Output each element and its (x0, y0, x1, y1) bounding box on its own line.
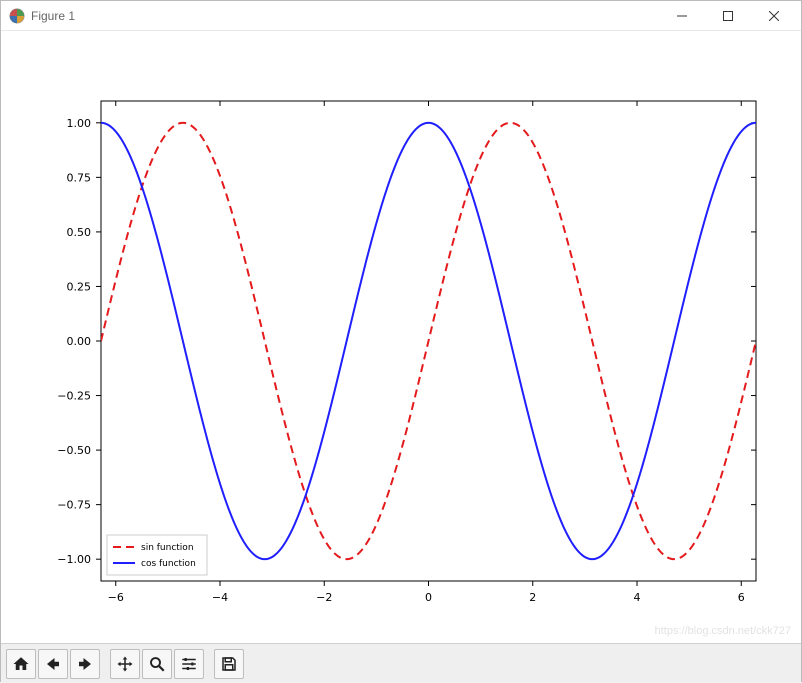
zoom-button[interactable] (142, 649, 172, 679)
y-tick-label: 1.00 (67, 117, 92, 130)
x-tick-label: −6 (108, 591, 124, 604)
y-tick-label: 0.75 (67, 171, 92, 184)
minimize-button[interactable] (659, 1, 705, 31)
x-tick-label: 2 (529, 591, 536, 604)
y-tick-label: 0.00 (67, 335, 92, 348)
x-tick-label: 6 (738, 591, 745, 604)
window-titlebar: Figure 1 (1, 1, 801, 31)
move-icon (116, 655, 134, 673)
window-title: Figure 1 (31, 9, 75, 23)
arrow-left-icon (44, 655, 62, 673)
arrow-right-icon (76, 655, 94, 673)
y-tick-label: 0.50 (67, 226, 92, 239)
x-tick-label: −4 (212, 591, 228, 604)
pan-button[interactable] (110, 649, 140, 679)
x-tick-label: 0 (425, 591, 432, 604)
legend-frame (107, 535, 207, 575)
x-tick-label: 4 (633, 591, 640, 604)
sliders-icon (180, 655, 198, 673)
legend-label: sin function (141, 543, 194, 553)
configure-button[interactable] (174, 649, 204, 679)
y-tick-label: −0.25 (57, 390, 91, 403)
y-tick-label: 0.25 (67, 280, 92, 293)
back-button[interactable] (38, 649, 68, 679)
figure-canvas: −6 −4 −2 0 2 4 6 −1.00 −0.75 −0.50 −0.25 0.00 0.25 0.… (1, 31, 801, 643)
chart: −6 −4 −2 0 2 4 6 −1.00 −0.75 −0.50 −0.25 0.00 0.25 0.… (1, 31, 801, 643)
matplotlib-toolbar (1, 643, 801, 683)
y-tick-label: −0.75 (57, 499, 91, 512)
zoom-icon (148, 655, 166, 673)
home-icon (12, 655, 30, 673)
close-button[interactable] (751, 1, 797, 31)
forward-button[interactable] (70, 649, 100, 679)
y-tick-label: −0.50 (57, 444, 91, 457)
home-button[interactable] (6, 649, 36, 679)
x-tick-label: −2 (316, 591, 332, 604)
save-icon (220, 655, 238, 673)
maximize-button[interactable] (705, 1, 751, 31)
app-icon (9, 8, 25, 24)
save-button[interactable] (214, 649, 244, 679)
y-tick-label: −1.00 (57, 553, 91, 566)
legend-label: cos function (141, 559, 196, 569)
